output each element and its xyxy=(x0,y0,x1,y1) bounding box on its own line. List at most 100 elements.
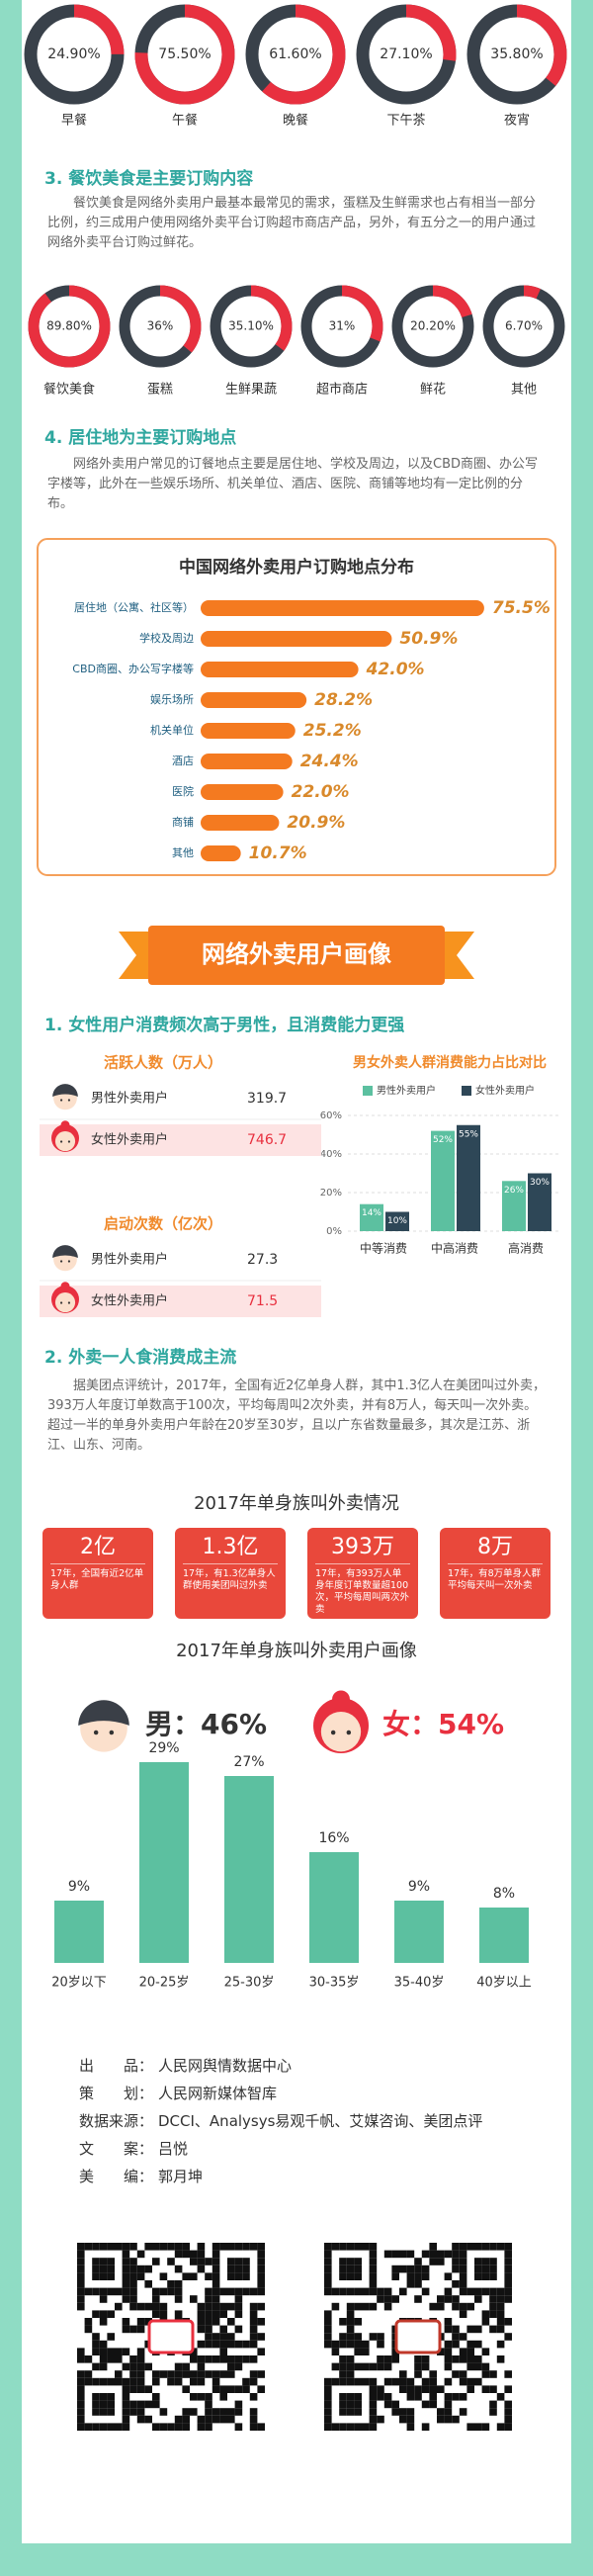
card-value: 393万 xyxy=(315,1532,410,1564)
qr-module xyxy=(421,2355,430,2363)
row-highlight xyxy=(40,1286,321,1317)
qr-module xyxy=(331,2423,340,2431)
qr-module xyxy=(129,2287,137,2296)
qr-module xyxy=(129,2355,137,2363)
annotation: 女：54% xyxy=(382,1708,504,1740)
qr-module xyxy=(257,2385,265,2393)
qr-module xyxy=(144,2415,152,2424)
qr-module xyxy=(99,2400,108,2409)
qr-module xyxy=(234,2423,243,2431)
qr-module xyxy=(406,2415,415,2424)
qr-module xyxy=(234,2272,243,2280)
qr-module xyxy=(197,2340,206,2349)
qr-module xyxy=(227,2408,235,2416)
qr-module xyxy=(399,2250,407,2259)
qr-module xyxy=(504,2423,512,2431)
donut-value-label: 20.20% xyxy=(410,319,456,333)
qr-module xyxy=(167,2243,175,2251)
qr-module xyxy=(339,2318,347,2326)
qr-module xyxy=(129,2258,137,2265)
qr-module xyxy=(257,2272,265,2280)
stats-label: 女性外卖用户 xyxy=(91,1293,168,1309)
qr-module xyxy=(84,2355,93,2363)
qr-module xyxy=(182,2408,190,2416)
qr-module xyxy=(444,2287,453,2296)
qr-module xyxy=(159,2310,168,2318)
qr-module xyxy=(212,2302,220,2311)
qr-module xyxy=(414,2280,422,2288)
qr-module xyxy=(107,2400,115,2409)
qr-module xyxy=(324,2272,332,2280)
qr-module xyxy=(234,2362,243,2371)
qr-module xyxy=(174,2295,183,2303)
qr-module xyxy=(369,2385,378,2393)
qr-module xyxy=(346,2318,355,2326)
qr-module xyxy=(190,2250,198,2259)
value-label: 10% xyxy=(387,1216,407,1226)
qr-module xyxy=(234,2385,243,2393)
qr-module xyxy=(452,2355,460,2363)
male-icon xyxy=(52,1245,78,1272)
qr-module xyxy=(249,2393,258,2401)
donut-category-label: 生鲜果蔬 xyxy=(225,383,277,398)
qr-module xyxy=(257,2348,265,2355)
bar xyxy=(201,815,280,831)
qr-module xyxy=(339,2370,347,2378)
qr-module xyxy=(489,2272,497,2280)
qr-module xyxy=(129,2408,137,2416)
qr-module xyxy=(242,2272,250,2280)
qr-module xyxy=(346,2355,355,2363)
qr-module xyxy=(383,2250,392,2259)
qr-module xyxy=(249,2243,258,2251)
eye xyxy=(346,1730,352,1735)
donut-category-label: 下午茶 xyxy=(386,113,425,129)
qr-module xyxy=(466,2340,474,2349)
qr-module xyxy=(197,2243,206,2251)
qr-module xyxy=(481,2243,490,2251)
qr-module xyxy=(92,2393,100,2401)
credit-text: 吕悦 xyxy=(158,2140,189,2158)
qr-module xyxy=(421,2265,430,2273)
qr-module xyxy=(122,2385,130,2393)
qr-module xyxy=(324,2325,332,2334)
qr-module xyxy=(399,2265,407,2273)
y-category-label: CBD商圈、办公写字楼等 xyxy=(72,662,194,675)
qr-module xyxy=(219,2415,227,2424)
qr-module xyxy=(242,2355,250,2363)
qr-module xyxy=(346,2370,355,2378)
qr-module xyxy=(249,2325,258,2334)
qr-module xyxy=(174,2243,183,2251)
qr-module xyxy=(496,2325,505,2334)
credit-line: 出 品： 人民网舆情数据中心 xyxy=(79,2055,292,2076)
qr-module xyxy=(205,2400,212,2409)
qr-module xyxy=(481,2258,490,2265)
qr-module xyxy=(197,2258,206,2265)
qr-module xyxy=(190,2355,198,2363)
qr-module xyxy=(383,2400,392,2409)
donut-arc xyxy=(391,285,474,368)
qr-module xyxy=(257,2318,265,2326)
qr-module xyxy=(212,2377,220,2386)
qr-module xyxy=(107,2258,115,2265)
qr-module xyxy=(174,2370,183,2378)
qr-module xyxy=(459,2250,467,2259)
qr-module xyxy=(452,2333,460,2341)
qr-module xyxy=(429,2385,437,2393)
card-value: 2亿 xyxy=(50,1532,145,1564)
qr-module xyxy=(354,2393,362,2401)
y-category-label: 娱乐场所 xyxy=(150,692,194,706)
qr-module xyxy=(249,2415,258,2424)
qr-module xyxy=(429,2250,437,2259)
qr-module xyxy=(197,2370,206,2378)
x-tick-label: 25-30岁 xyxy=(224,1976,275,1991)
qr-module xyxy=(77,2272,85,2280)
qr-module xyxy=(115,2423,123,2431)
qr-module xyxy=(489,2243,497,2251)
qr-module xyxy=(182,2415,190,2424)
qr-module xyxy=(219,2408,227,2416)
qr-module xyxy=(92,2340,100,2349)
male-icon xyxy=(52,1084,78,1110)
qr-module xyxy=(444,2393,453,2401)
qr-module xyxy=(99,2355,108,2363)
qr-module xyxy=(414,2370,422,2378)
